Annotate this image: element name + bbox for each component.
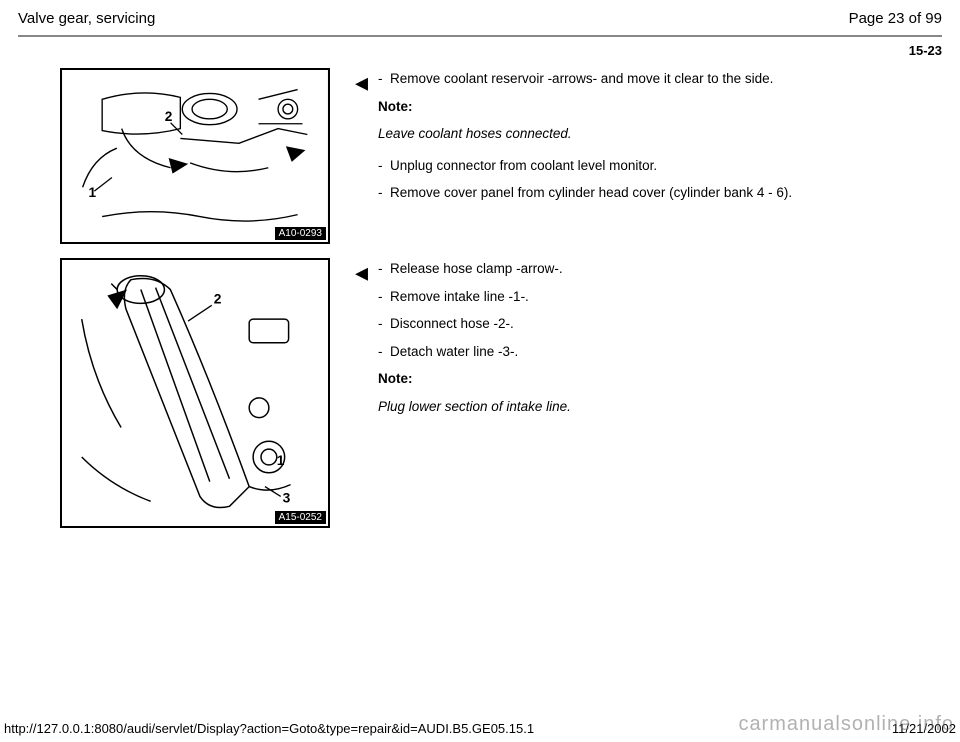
step-1b: -Unplug connector from coolant level mon… — [378, 157, 932, 175]
figure-2: 1 2 3 A15-0252 — [60, 258, 330, 528]
step-2c: -Disconnect hose -2-. — [378, 315, 932, 333]
fig1-callout-1: 1 — [88, 185, 96, 200]
page-container: Valve gear, servicing Page 23 of 99 15-2… — [0, 0, 960, 742]
step-1b-text: Unplug connector from coolant level moni… — [390, 158, 657, 173]
figure-2-id: A15-0252 — [275, 511, 326, 524]
pointer-icon: ◂ — [355, 68, 368, 97]
step-1c: -Remove cover panel from cylinder head c… — [378, 184, 932, 202]
figure-column-2: 1 2 3 A15-0252 — [60, 258, 330, 528]
figure-column-1: 1 2 A10-0293 — [60, 68, 330, 244]
note-body-2: Plug lower section of intake line. — [378, 398, 932, 416]
figure-1: 1 2 A10-0293 — [60, 68, 330, 244]
content-area: 1 2 A10-0293 ◂ -Remove coolant reservoir… — [18, 68, 942, 528]
fig2-callout-3: 3 — [283, 490, 291, 505]
marker-col-1: ◂ — [330, 68, 378, 96]
fig2-callout-1: 1 — [277, 453, 285, 468]
step-1c-text: Remove cover panel from cylinder head co… — [390, 185, 792, 200]
step-2b: -Remove intake line -1-. — [378, 288, 932, 306]
header-page-label: Page 23 of 99 — [849, 10, 942, 27]
figure-1-drawing: 1 2 — [62, 70, 328, 242]
step-2d: -Detach water line -3-. — [378, 343, 932, 361]
step-1a: -Remove coolant reservoir -arrows- and m… — [378, 70, 932, 88]
page-footer: http://127.0.0.1:8080/audi/servlet/Displ… — [4, 721, 956, 736]
section-number: 15-23 — [18, 43, 942, 58]
text-col-1: -Remove coolant reservoir -arrows- and m… — [378, 68, 932, 212]
instruction-block-1: 1 2 A10-0293 ◂ -Remove coolant reservoir… — [60, 68, 932, 244]
step-1a-text: Remove coolant reservoir -arrows- and mo… — [390, 71, 773, 86]
marker-col-2: ◂ — [330, 258, 378, 286]
fig2-callout-2: 2 — [214, 291, 222, 306]
step-2d-text: Detach water line -3-. — [390, 344, 518, 359]
pointer-icon: ◂ — [355, 258, 368, 287]
header-title: Valve gear, servicing — [18, 10, 155, 27]
footer-url: http://127.0.0.1:8080/audi/servlet/Displ… — [4, 721, 534, 736]
note-body-1: Leave coolant hoses connected. — [378, 125, 932, 143]
figure-2-drawing: 1 2 3 — [62, 260, 328, 526]
instruction-block-2: 1 2 3 A15-0252 ◂ -Release hose clamp -ar… — [60, 258, 932, 528]
page-header: Valve gear, servicing Page 23 of 99 — [18, 10, 942, 27]
footer-date: 11/21/2002 — [892, 721, 956, 736]
text-col-2: -Release hose clamp -arrow-. -Remove int… — [378, 258, 932, 429]
fig1-callout-2: 2 — [165, 109, 173, 124]
step-2a: -Release hose clamp -arrow-. — [378, 260, 932, 278]
step-2a-text: Release hose clamp -arrow-. — [390, 261, 563, 276]
step-2c-text: Disconnect hose -2-. — [390, 316, 514, 331]
note-heading-2: Note: — [378, 370, 932, 388]
header-rule — [18, 35, 942, 37]
step-2b-text: Remove intake line -1-. — [390, 289, 529, 304]
note-heading-1: Note: — [378, 98, 932, 116]
figure-1-id: A10-0293 — [275, 227, 326, 240]
